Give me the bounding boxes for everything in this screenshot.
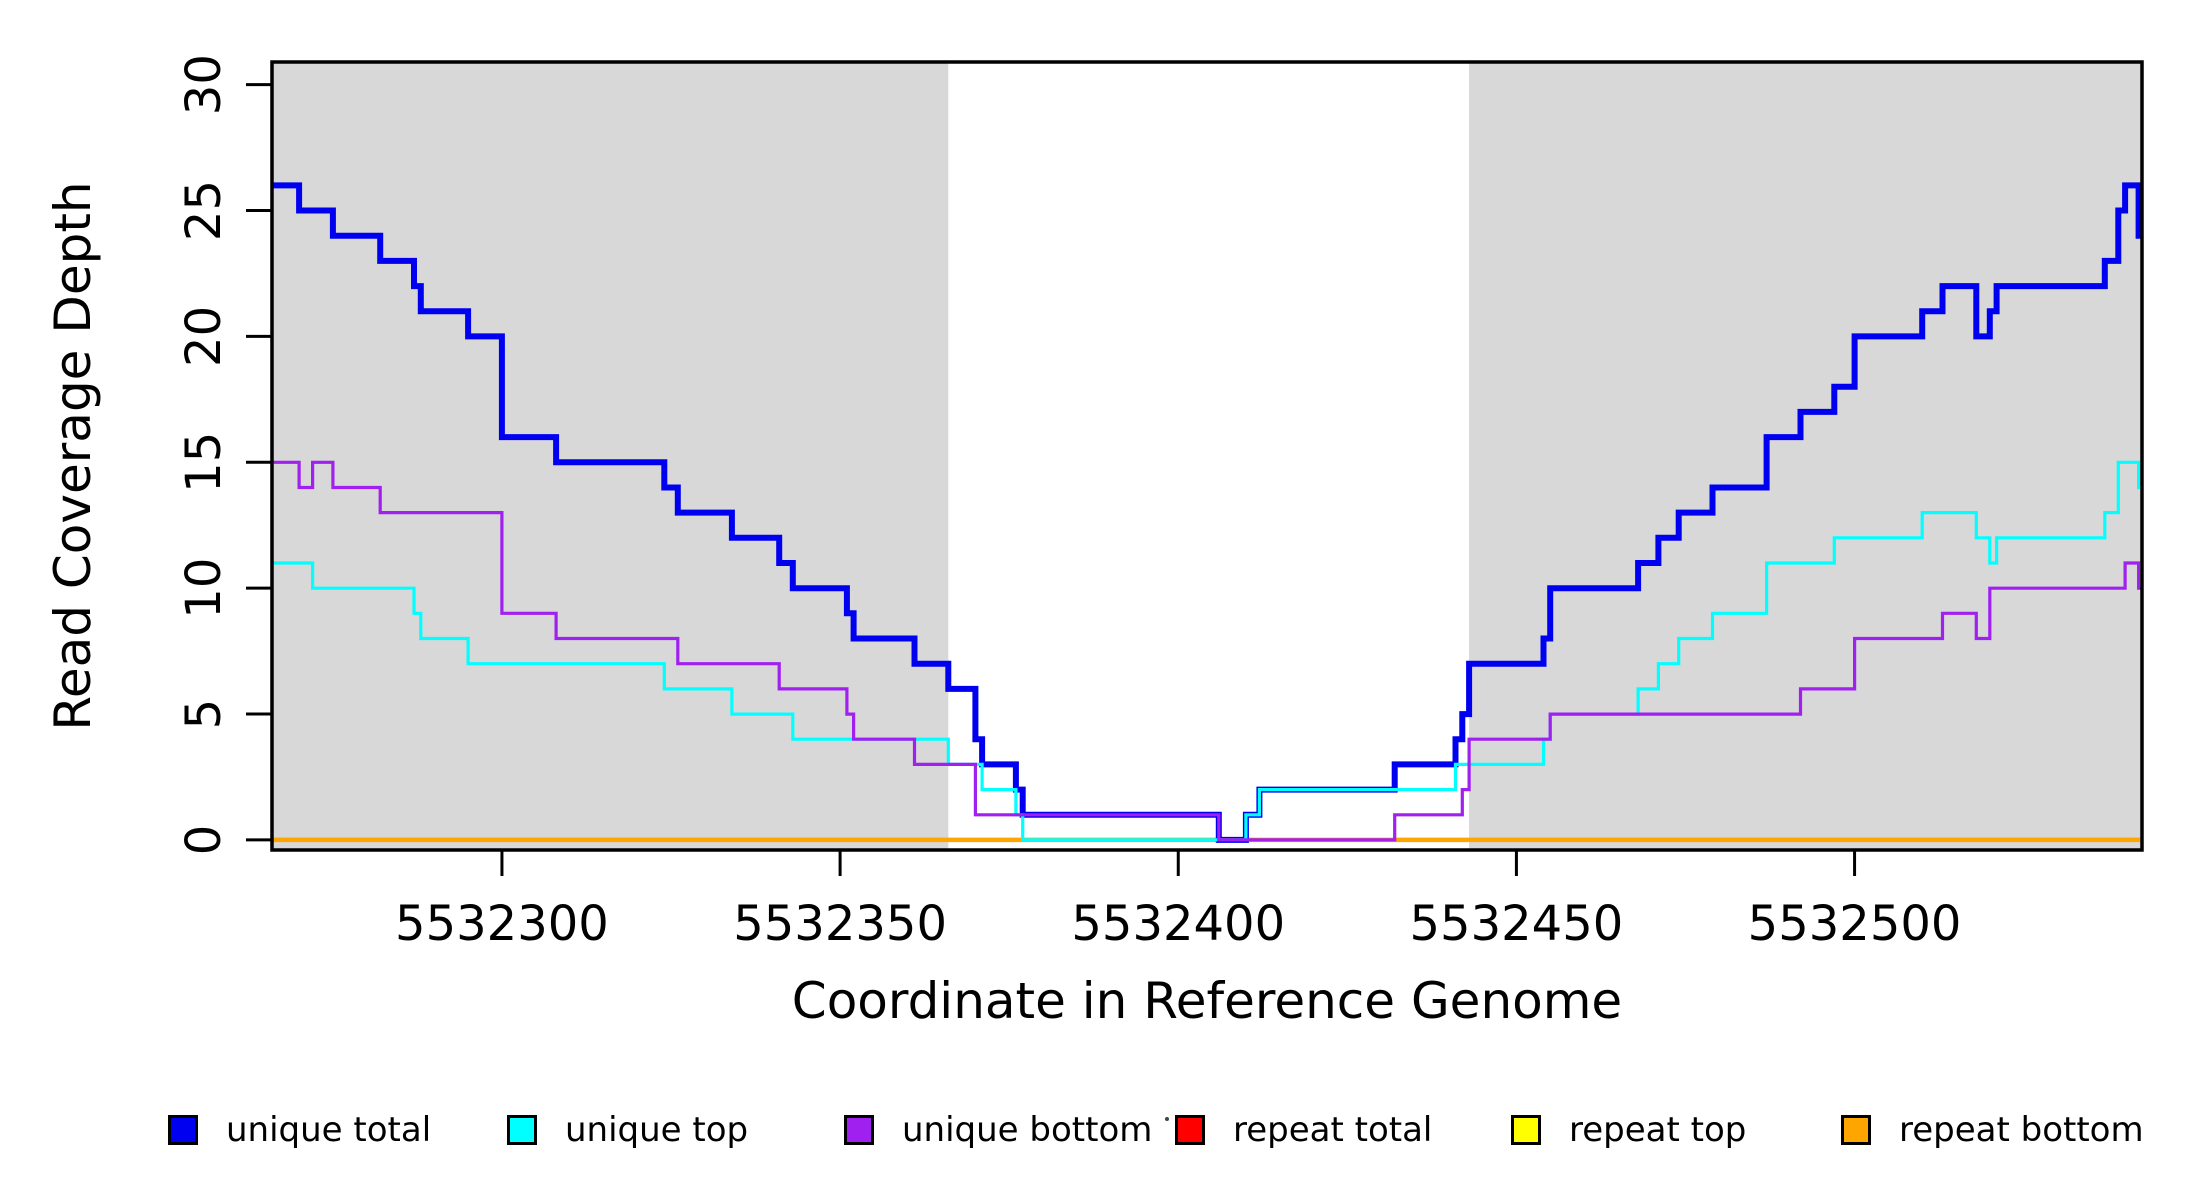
legend-label: unique bottom xyxy=(902,1110,1153,1150)
legend-label: repeat top xyxy=(1569,1110,1747,1150)
legend-item-repeat-bottom: repeat bottom xyxy=(1841,1110,2144,1150)
legend-swatch-icon xyxy=(1511,1115,1541,1145)
legend-item-unique-top: unique top xyxy=(507,1110,749,1150)
x-tick-label: 5532500 xyxy=(1748,896,1962,952)
legend-swatch-icon xyxy=(507,1115,537,1145)
y-tick-label: 5 xyxy=(176,699,232,730)
x-tick-label: 5532450 xyxy=(1410,896,1624,952)
x-axis-label: Coordinate in Reference Genome xyxy=(792,972,1622,1030)
series-unique-bottom xyxy=(272,460,2142,842)
legend-swatch-icon xyxy=(844,1115,874,1145)
legend-swatch-icon xyxy=(1175,1115,1205,1145)
stray-dot xyxy=(1165,1117,1169,1121)
legend-label: repeat total xyxy=(1233,1110,1433,1150)
legend-item-unique-total: unique total xyxy=(168,1110,432,1150)
y-tick-label: 30 xyxy=(176,54,232,115)
coverage-step-lines xyxy=(272,182,2142,843)
y-tick-label: 0 xyxy=(176,825,232,856)
y-tick-label: 10 xyxy=(176,558,232,619)
shaded-region xyxy=(1469,62,2142,850)
y-tick-label: 15 xyxy=(176,432,232,493)
y-axis-label: Read Coverage Depth xyxy=(44,181,102,730)
x-tick-label: 5532400 xyxy=(1071,896,1285,952)
legend-item-repeat-total: repeat total xyxy=(1175,1110,1433,1150)
shaded-region xyxy=(272,62,949,850)
axis-tick-labels: 5532300 5532350 5532400 5532450 5532500 0 5 10 1… xyxy=(176,54,1961,952)
legend-label: unique total xyxy=(226,1110,432,1150)
x-tick-label: 5532300 xyxy=(395,896,609,952)
plot-border-box xyxy=(270,60,2144,852)
legend-label: unique top xyxy=(565,1110,749,1150)
legend-label: repeat bottom xyxy=(1899,1110,2144,1150)
legend-swatch-icon xyxy=(168,1115,198,1145)
legend-swatch-icon xyxy=(1841,1115,1871,1145)
axis-ticks xyxy=(246,83,1857,876)
y-tick-label: 25 xyxy=(176,180,232,241)
shaded-repeat-regions xyxy=(272,62,2142,850)
series-unique-top xyxy=(272,460,2142,842)
legend-item-repeat-top: repeat top xyxy=(1511,1110,1747,1150)
y-tick-label: 20 xyxy=(176,306,232,367)
x-tick-label: 5532350 xyxy=(733,896,947,952)
legend: unique total unique top unique bottom repea… xyxy=(0,1110,2200,1172)
legend-item-unique-bottom: unique bottom xyxy=(844,1110,1153,1150)
